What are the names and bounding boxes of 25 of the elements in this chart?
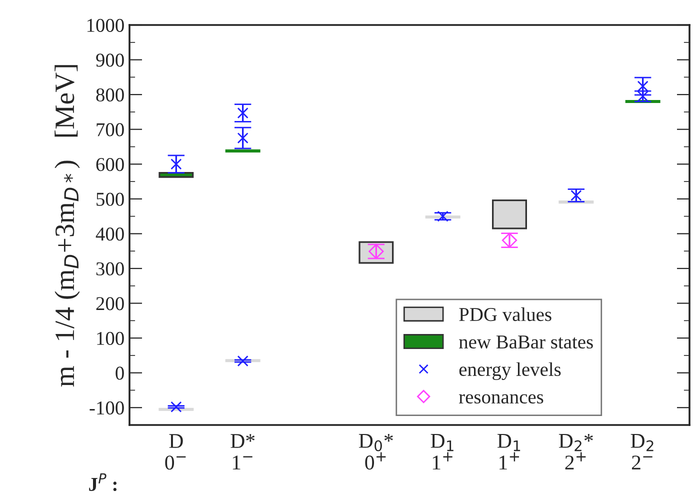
y-tick-label: 900: [96, 54, 124, 67]
legend-label: new BaBar states: [459, 336, 593, 349]
x-tick-label: D$_{0}$* 0$^{+}$: [358, 434, 393, 470]
y-tick-label: 800: [96, 88, 124, 102]
y-tick-label: 200: [96, 297, 124, 310]
legend-label: PDG values: [459, 307, 552, 322]
y-tick-label: 400: [96, 228, 124, 241]
x-tick-label: D$_{2}$ 2$^{−}$: [630, 434, 654, 470]
y-tick-label: -100: [90, 401, 124, 415]
legend-label: resonances: [458, 394, 544, 404]
y-tick-label: 100: [97, 332, 124, 345]
y-tick-label: 500: [96, 192, 124, 206]
text: J$^{P}$ :: [89, 473, 116, 492]
y-tick-label: 300: [96, 262, 124, 276]
y-tick-label: 700: [96, 123, 124, 136]
x-tick-label: D* 1$^{−}$: [230, 434, 255, 470]
x-tick-label: D$_{1}$ 1$^{+}$: [497, 434, 520, 470]
y-tick-label: 0: [116, 366, 124, 380]
x-tick-label: D 0$^{−}$: [165, 434, 186, 470]
y-tick-label: 600: [96, 158, 124, 172]
legend-label: energy levels: [459, 362, 561, 380]
y-tick-label: 1000: [87, 18, 124, 32]
x-tick-label: D$_{2}$* 2$^{+}$: [558, 434, 593, 470]
x-tick-label: D$_{1}$ 1$^{+}$: [430, 434, 454, 470]
y-axis-title: m - 1/4 (m$_{D}$+3m$_{D*}$) [MeV]: [54, 65, 80, 387]
